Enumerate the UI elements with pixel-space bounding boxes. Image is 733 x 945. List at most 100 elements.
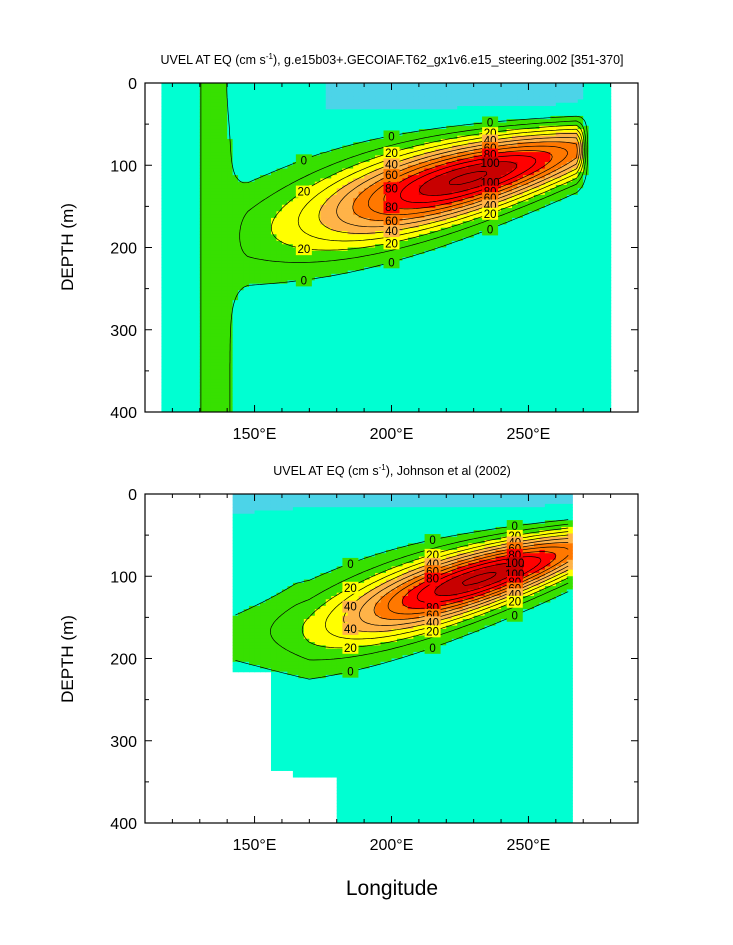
velocity-cell xyxy=(364,303,371,308)
velocity-cell xyxy=(375,102,382,107)
velocity-cell xyxy=(342,362,349,367)
velocity-cell xyxy=(183,316,190,321)
velocity-cell xyxy=(210,188,217,193)
velocity-cell xyxy=(265,112,272,117)
velocity-cell xyxy=(281,158,289,163)
velocity-cell xyxy=(183,293,190,298)
velocity-cell xyxy=(232,372,239,377)
velocity-cell xyxy=(396,221,404,226)
velocity-cell xyxy=(172,168,179,173)
velocity-cell xyxy=(375,234,382,239)
velocity-cell xyxy=(369,313,376,318)
velocity-cell xyxy=(325,267,332,272)
velocity-cell xyxy=(375,388,382,393)
velocity-cell xyxy=(396,92,404,97)
velocity-cell xyxy=(281,303,289,308)
velocity-cell xyxy=(331,310,338,314)
velocity-cell xyxy=(254,408,261,412)
velocity-cell xyxy=(232,122,239,127)
velocity-cell xyxy=(260,204,267,209)
velocity-cell xyxy=(320,257,327,262)
velocity-cell xyxy=(298,178,305,183)
velocity-cell xyxy=(194,346,201,351)
velocity-cell xyxy=(369,115,376,120)
velocity-cell xyxy=(221,188,228,193)
velocity-cell xyxy=(407,240,415,245)
velocity-cell xyxy=(298,290,305,295)
velocity-cell xyxy=(418,408,425,412)
velocity-cell xyxy=(358,408,365,412)
velocity-cell xyxy=(320,231,327,235)
velocity-cell xyxy=(353,237,360,242)
velocity-cell xyxy=(205,342,212,347)
velocity-cell xyxy=(216,254,223,258)
velocity-cell xyxy=(418,155,425,160)
velocity-cell xyxy=(358,106,365,110)
velocity-cell xyxy=(314,122,321,127)
velocity-cell xyxy=(254,306,261,311)
velocity-cell xyxy=(238,181,245,186)
velocity-cell xyxy=(287,300,294,305)
velocity-cell xyxy=(260,290,267,295)
velocity-cell xyxy=(281,204,289,209)
velocity-cell xyxy=(232,352,239,357)
velocity-cell xyxy=(166,362,173,367)
velocity-cell xyxy=(303,217,310,222)
velocity-cell xyxy=(270,385,278,390)
velocity-cell xyxy=(281,178,289,183)
velocity-cell xyxy=(276,336,283,341)
velocity-cell xyxy=(221,237,228,242)
velocity-cell xyxy=(358,240,365,245)
velocity-cell xyxy=(210,346,217,351)
velocity-cell xyxy=(429,365,436,370)
velocity-cell xyxy=(205,129,212,133)
velocity-cell xyxy=(232,244,239,249)
velocity-cell xyxy=(205,310,212,314)
velocity-cell xyxy=(424,188,431,193)
velocity-cell xyxy=(249,247,256,252)
velocity-cell xyxy=(396,290,404,295)
velocity-cell xyxy=(413,359,420,364)
velocity-cell xyxy=(424,339,431,344)
velocity-cell xyxy=(249,224,256,229)
velocity-cell xyxy=(260,217,267,222)
velocity-cell xyxy=(413,201,420,206)
velocity-cell xyxy=(254,221,261,226)
velocity-cell xyxy=(396,129,404,133)
velocity-cell xyxy=(243,148,250,153)
velocity-cell xyxy=(194,329,201,334)
velocity-cell xyxy=(281,402,289,407)
velocity-cell xyxy=(172,214,179,219)
velocity-cell xyxy=(205,352,212,357)
velocity-cell xyxy=(238,240,245,245)
velocity-cell xyxy=(249,303,256,308)
velocity-cell xyxy=(292,106,299,110)
velocity-cell xyxy=(325,286,332,291)
velocity-cell xyxy=(418,181,425,186)
velocity-cell xyxy=(309,224,316,229)
velocity-cell xyxy=(391,385,398,390)
velocity-cell xyxy=(287,392,294,397)
velocity-cell xyxy=(375,395,382,400)
velocity-cell xyxy=(221,119,228,124)
velocity-cell xyxy=(320,313,327,318)
velocity-cell xyxy=(424,83,431,87)
velocity-cell xyxy=(402,112,409,117)
velocity-cell xyxy=(347,326,354,331)
velocity-cell xyxy=(270,342,278,347)
velocity-cell xyxy=(364,148,371,153)
velocity-cell xyxy=(396,349,404,354)
velocity-cell xyxy=(353,296,360,301)
velocity-cell xyxy=(358,171,365,176)
velocity-cell xyxy=(380,313,387,318)
velocity-cell xyxy=(336,329,343,334)
velocity-cell xyxy=(221,96,228,101)
velocity-cell xyxy=(402,286,409,291)
velocity-cell xyxy=(265,102,272,107)
velocity-cell xyxy=(205,365,212,370)
velocity-cell xyxy=(238,388,245,393)
velocity-cell xyxy=(188,201,195,206)
velocity-cell xyxy=(238,188,245,193)
velocity-cell xyxy=(396,168,404,173)
velocity-cell xyxy=(364,329,371,334)
